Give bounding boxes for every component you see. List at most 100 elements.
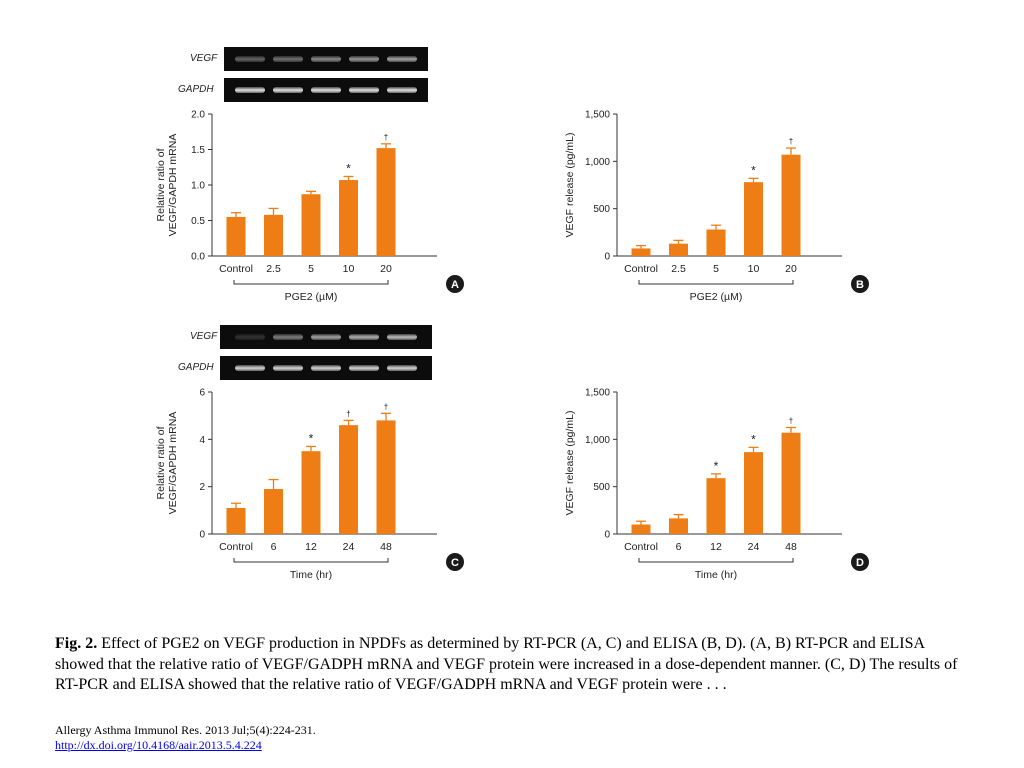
blot-band: [387, 56, 417, 62]
x-tick-label: 2.5: [266, 263, 281, 275]
blot-band: [273, 87, 303, 93]
y-tick-label: 2.0: [191, 110, 205, 121]
bar: [744, 452, 763, 534]
significance-mark: †: [789, 417, 793, 426]
blot-band: [349, 334, 379, 340]
y-tick-label: 1,000: [585, 435, 610, 446]
significance-mark: *: [309, 431, 314, 445]
bar: [264, 489, 283, 534]
y-axis-label: Relative ratio of: [155, 148, 167, 221]
group-bracket: [233, 280, 389, 285]
blot-label-vegf: VEGF: [190, 331, 218, 342]
blot-strip: [220, 325, 432, 349]
x-tick-label: 6: [271, 541, 277, 553]
y-axis-label: Relative ratio of: [155, 426, 167, 499]
blot-strip: [224, 78, 428, 102]
x-tick-label: 24: [343, 541, 355, 553]
bar: [744, 182, 763, 256]
x-tick-label: Control: [219, 541, 253, 553]
group-bracket: [638, 558, 794, 563]
bar: [781, 154, 801, 256]
blot-label-vegf: VEGF: [190, 53, 218, 64]
bar: [376, 148, 396, 256]
significance-mark: *: [751, 163, 756, 177]
bar: [669, 243, 688, 256]
blot-panel-a: VEGF GAPDH: [170, 47, 440, 107]
figure-caption: Fig. 2. Effect of PGE2 on VEGF productio…: [55, 634, 975, 696]
x-tick-label: Control: [624, 263, 658, 275]
y-tick-label: 0: [604, 530, 610, 541]
blot-strip: [220, 356, 432, 380]
significance-mark: †: [384, 133, 388, 142]
significance-mark: *: [714, 459, 719, 473]
citation: Allergy Asthma Immunol Res. 2013 Jul;5(4…: [55, 723, 316, 753]
x-tick-label: 10: [343, 263, 355, 275]
y-tick-label: 0: [199, 530, 205, 541]
blot-band: [387, 87, 417, 93]
chart-panel-a: 0.0 0.5 1.0 1.5 2.0 Relative ratio of VEGF/GAP…: [155, 110, 464, 303]
x-tick-label: 5: [308, 263, 314, 275]
group-label: PGE2 (µM): [285, 291, 338, 303]
y-tick-label: 0: [604, 252, 610, 263]
blot-panel-c: VEGF GAPDH: [170, 325, 440, 385]
blot-band: [311, 87, 341, 93]
blot-band: [387, 334, 417, 340]
y-tick-label: 500: [593, 482, 610, 493]
x-tick-label: 12: [305, 541, 317, 553]
bar: [226, 507, 246, 534]
y-tick-label: 1,500: [585, 388, 610, 399]
x-tick-label: Control: [624, 541, 658, 553]
chart-panel-c: 0 24 6 Relative ratio of VEGF/GAPDH mRNA Cont…: [155, 388, 464, 581]
blot-band: [235, 334, 265, 340]
blot-band: [311, 365, 341, 371]
y-tick-label: 2: [199, 482, 205, 493]
y-axis-label: VEGF release (pg/mL): [564, 132, 576, 237]
y-tick-label: 1.5: [191, 145, 205, 156]
panel-badge: [446, 553, 464, 571]
y-axis-label: VEGF/GAPDH mRNA: [167, 134, 179, 237]
blot-band: [349, 87, 379, 93]
panel-badge: [851, 275, 869, 293]
x-tick-label: Control: [219, 263, 253, 275]
blot-band: [349, 56, 379, 62]
bar: [301, 194, 321, 256]
bar: [339, 425, 358, 534]
blot-band: [235, 87, 265, 93]
x-tick-label: 20: [380, 263, 392, 275]
panel-badge-letter: B: [856, 279, 864, 291]
y-tick-label: 1,500: [585, 110, 610, 121]
panel-badge-letter: A: [451, 279, 459, 291]
bar: [781, 432, 801, 534]
blot-band: [311, 334, 341, 340]
y-tick-label: 0.5: [191, 216, 205, 227]
doi-link[interactable]: http://dx.doi.org/10.4168/aair.2013.5.4.…: [55, 738, 262, 752]
significance-mark: †: [789, 137, 793, 146]
group-label: Time (hr): [290, 569, 332, 581]
bar: [339, 180, 358, 256]
blot-band: [349, 365, 379, 371]
chart-panel-b: 0 500 1,000 1,500 VEGF release (pg/mL) Contro…: [564, 110, 869, 303]
group-bracket: [638, 280, 794, 285]
bar: [631, 524, 651, 534]
blot-band: [387, 365, 417, 371]
blot-band: [235, 56, 265, 62]
bar: [264, 214, 283, 256]
group-label: Time (hr): [695, 569, 737, 581]
panel-badge-letter: C: [451, 557, 459, 569]
bar: [226, 216, 246, 256]
x-tick-label: 2.5: [671, 263, 686, 275]
x-tick-label: 5: [713, 263, 719, 275]
blot-label-gapdh: GAPDH: [178, 362, 214, 373]
bar: [669, 518, 688, 534]
panel-badge-letter: D: [856, 557, 864, 569]
blot-band: [273, 56, 303, 62]
x-tick-label: 24: [748, 541, 760, 553]
blot-strip: [224, 47, 428, 71]
y-axis-label: VEGF/GAPDH mRNA: [167, 412, 179, 515]
bar: [706, 478, 726, 534]
significance-mark: *: [751, 432, 756, 446]
group-bracket: [233, 558, 389, 563]
blot-band: [235, 365, 265, 371]
significance-mark: †: [346, 409, 350, 418]
y-axis-label: VEGF release (pg/mL): [564, 410, 576, 515]
